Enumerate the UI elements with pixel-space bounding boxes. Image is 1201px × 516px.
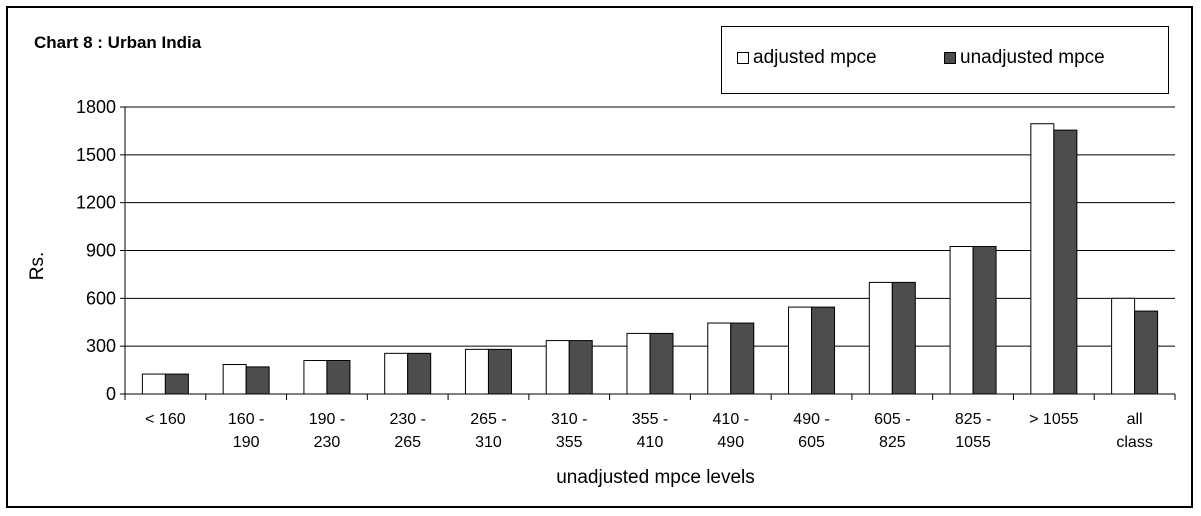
x-tick-label-line: 410 - bbox=[713, 411, 749, 428]
chart-title: Chart 8 : Urban India bbox=[34, 33, 202, 52]
x-tick-label-line: 490 bbox=[717, 434, 744, 451]
x-tick-label: 410 - 490 bbox=[713, 411, 749, 451]
bar-adjusted bbox=[868, 281, 893, 395]
x-tick-label: 490 - 605 bbox=[793, 411, 829, 451]
bar-unadjusted bbox=[568, 340, 593, 395]
x-tick-label-line: 230 - bbox=[389, 411, 425, 428]
x-tick-label: 355 - 410 bbox=[632, 411, 668, 451]
chart-frame bbox=[6, 6, 1193, 508]
x-tick-label: 605 - 825 bbox=[874, 411, 910, 451]
x-tick-label-line: 605 bbox=[798, 434, 825, 451]
x-tick-label-line: 310 bbox=[475, 434, 502, 451]
x-tick-label-line: 490 - bbox=[793, 411, 829, 428]
bar-adjusted bbox=[949, 246, 974, 395]
x-tick-label-line: > 1055 bbox=[1029, 411, 1078, 428]
bar-unadjusted bbox=[811, 306, 836, 395]
bar-adjusted bbox=[141, 373, 166, 395]
y-tick-label: 1500 bbox=[76, 145, 116, 165]
x-tick-label-line: class bbox=[1116, 434, 1152, 451]
y-tick-label: 0 bbox=[106, 384, 116, 404]
x-tick-label-line: 825 - bbox=[955, 411, 991, 428]
bar-adjusted bbox=[464, 348, 489, 395]
x-tick-label: 190 - 230 bbox=[309, 411, 345, 451]
x-axis-label: unadjusted mpce levels bbox=[556, 467, 755, 488]
x-tick-label-line: 265 bbox=[394, 434, 421, 451]
x-tick-label-line: 230 bbox=[314, 434, 341, 451]
x-tick-label-line: 355 bbox=[556, 434, 583, 451]
x-tick-label-line: 355 - bbox=[632, 411, 668, 428]
x-tick-label-line: 190 - bbox=[309, 411, 345, 428]
bar-unadjusted bbox=[164, 373, 189, 395]
y-tick-label: 900 bbox=[86, 241, 116, 261]
x-tick-label: < 160 bbox=[145, 411, 186, 428]
bar-adjusted bbox=[707, 322, 732, 395]
x-tick-label-line: 825 bbox=[879, 434, 906, 451]
y-tick-label: 600 bbox=[86, 288, 116, 308]
x-tick-label-line: 265 - bbox=[470, 411, 506, 428]
bar-unadjusted bbox=[245, 366, 270, 395]
bar-adjusted bbox=[545, 340, 570, 395]
bar-unadjusted bbox=[972, 246, 997, 395]
bar-unadjusted bbox=[649, 332, 674, 395]
x-tick-label: 310 - 355 bbox=[551, 411, 587, 451]
legend-label-adjusted: adjusted mpce bbox=[753, 47, 877, 68]
x-tick-label-line: 190 bbox=[233, 434, 260, 451]
bar-unadjusted bbox=[326, 360, 351, 395]
x-tick-label-line: < 160 bbox=[145, 411, 186, 428]
x-tick-label-line: 410 bbox=[637, 434, 664, 451]
x-tick-label-line: 1055 bbox=[955, 434, 991, 451]
chart-legend: adjusted mpce unadjusted mpce bbox=[721, 26, 1169, 94]
bar-unadjusted bbox=[1134, 310, 1159, 395]
bar-adjusted bbox=[1111, 297, 1136, 395]
bar-adjusted bbox=[303, 360, 328, 395]
legend-swatch-unadjusted bbox=[944, 52, 956, 64]
bar-unadjusted bbox=[891, 281, 916, 395]
bar-unadjusted bbox=[407, 352, 432, 395]
bar-unadjusted bbox=[1053, 129, 1078, 395]
legend-item-unadjusted: unadjusted mpce bbox=[944, 47, 1105, 69]
x-tick-label: 265 - 310 bbox=[470, 411, 506, 451]
y-tick-label: 1200 bbox=[76, 193, 116, 213]
bar-adjusted bbox=[1030, 123, 1055, 395]
x-tick-label: 825 - 1055 bbox=[955, 411, 991, 451]
bar-unadjusted bbox=[487, 348, 512, 395]
legend-swatch-adjusted bbox=[737, 52, 749, 64]
legend-item-adjusted: adjusted mpce bbox=[737, 47, 877, 69]
x-tick-label-line: 605 - bbox=[874, 411, 910, 428]
x-tick-label: > 1055 bbox=[1029, 411, 1078, 428]
bar-adjusted bbox=[626, 332, 651, 395]
bar-adjusted bbox=[222, 364, 247, 395]
x-tick-label: 160 - 190 bbox=[228, 411, 264, 451]
x-tick-label-line: all bbox=[1127, 411, 1143, 428]
x-tick-label-line: 310 - bbox=[551, 411, 587, 428]
bar-unadjusted bbox=[730, 322, 755, 395]
bar-adjusted bbox=[788, 306, 813, 395]
x-tick-label: all class bbox=[1116, 411, 1152, 451]
y-tick-label: 1800 bbox=[76, 97, 116, 117]
y-tick-label: 300 bbox=[86, 336, 116, 356]
x-tick-label-line: 160 - bbox=[228, 411, 264, 428]
x-tick-label: 230 - 265 bbox=[389, 411, 425, 451]
legend-label-unadjusted: unadjusted mpce bbox=[960, 47, 1105, 68]
bar-adjusted bbox=[384, 352, 409, 395]
